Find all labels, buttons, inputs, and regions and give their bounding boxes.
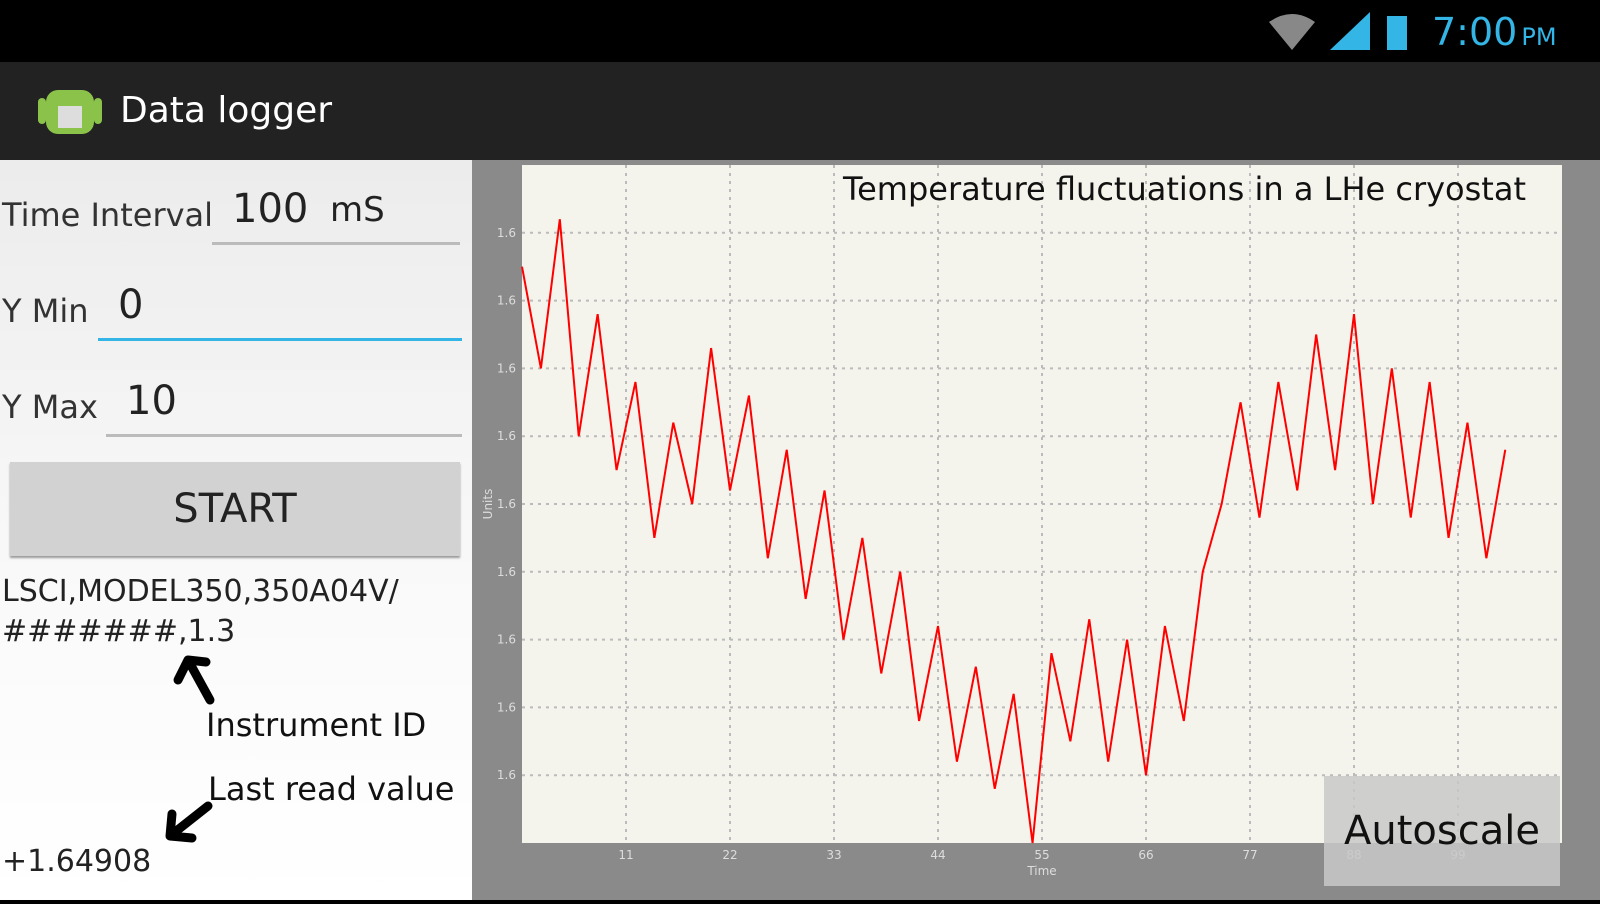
chart: 1.6 1.6 1.6 1.6 1.6 1.6 1.6 1.6 1.6 11 22 33 44 55 66 7… <box>481 165 1562 878</box>
input-underline <box>212 242 460 245</box>
y-tick-label: 1.6 <box>497 700 516 714</box>
last-value: +1.64908 <box>2 844 152 879</box>
clock-time: 7:00 <box>1432 10 1518 54</box>
chart-title: Temperature fluctuations in a LHe cryost… <box>842 170 1526 208</box>
time-interval-label: Time Interval <box>2 196 214 234</box>
autoscale-button[interactable]: Autoscale <box>1324 776 1560 886</box>
app-icon[interactable] <box>38 76 102 146</box>
app-title: Data logger <box>120 90 333 131</box>
y-axis-label: Units <box>481 489 495 520</box>
status-icons <box>1269 12 1407 50</box>
x-tick-label: 22 <box>722 848 737 862</box>
chart-panel: 1.6 1.6 1.6 1.6 1.6 1.6 1.6 1.6 1.6 11 22 33 44 55 66 7… <box>472 160 1600 900</box>
x-axis-label: Time <box>1026 864 1056 878</box>
y-tick-label: 1.6 <box>497 429 516 443</box>
control-panel: Time Interval 100 mS Y Min 0 Y Max 10 ST… <box>0 160 472 900</box>
annotation: Instrument ID <box>206 706 427 744</box>
data-line <box>521 219 1507 844</box>
y-max-label: Y Max <box>2 388 98 426</box>
time-interval-unit: mS <box>330 190 385 230</box>
instrument-id-line: #######,1.3 <box>2 614 236 649</box>
instrument-id-line: LSCI,MODEL350,350A04V/ <box>2 574 399 609</box>
input-underline <box>106 434 462 437</box>
x-tick-label: 44 <box>930 848 945 862</box>
input-underline <box>98 338 462 341</box>
y-tick-label: 1.6 <box>497 497 516 511</box>
battery-icon <box>1387 16 1407 50</box>
annotation: Last read value <box>208 770 455 808</box>
action-bar: Data logger <box>0 62 1600 160</box>
y-tick-label: 1.6 <box>497 226 516 240</box>
y-tick-label: 1.6 <box>497 294 516 308</box>
y-tick-label: 1.6 <box>497 565 516 579</box>
y-tick-label: 1.6 <box>497 361 516 375</box>
y-max-input[interactable]: 10 <box>126 378 177 424</box>
x-tick-label: 77 <box>1242 848 1257 862</box>
start-button[interactable]: START <box>10 462 460 556</box>
x-tick-label: 66 <box>1138 848 1153 862</box>
clock-ampm: PM <box>1521 23 1557 51</box>
x-tick-label: 33 <box>826 848 841 862</box>
y-min-label: Y Min <box>2 292 89 330</box>
status-bar: 7:00 PM <box>0 0 1600 62</box>
x-tick-label: 55 <box>1034 848 1049 862</box>
signal-icon <box>1330 12 1370 50</box>
x-tick-label: 11 <box>618 848 633 862</box>
wifi-icon <box>1269 14 1315 50</box>
y-tick-label: 1.6 <box>497 768 516 782</box>
arrows <box>165 655 215 843</box>
y-tick-label: 1.6 <box>497 633 516 647</box>
clock: 7:00 PM <box>1432 10 1557 54</box>
time-interval-input[interactable]: 100 <box>232 186 309 232</box>
y-min-input[interactable]: 0 <box>118 282 144 328</box>
